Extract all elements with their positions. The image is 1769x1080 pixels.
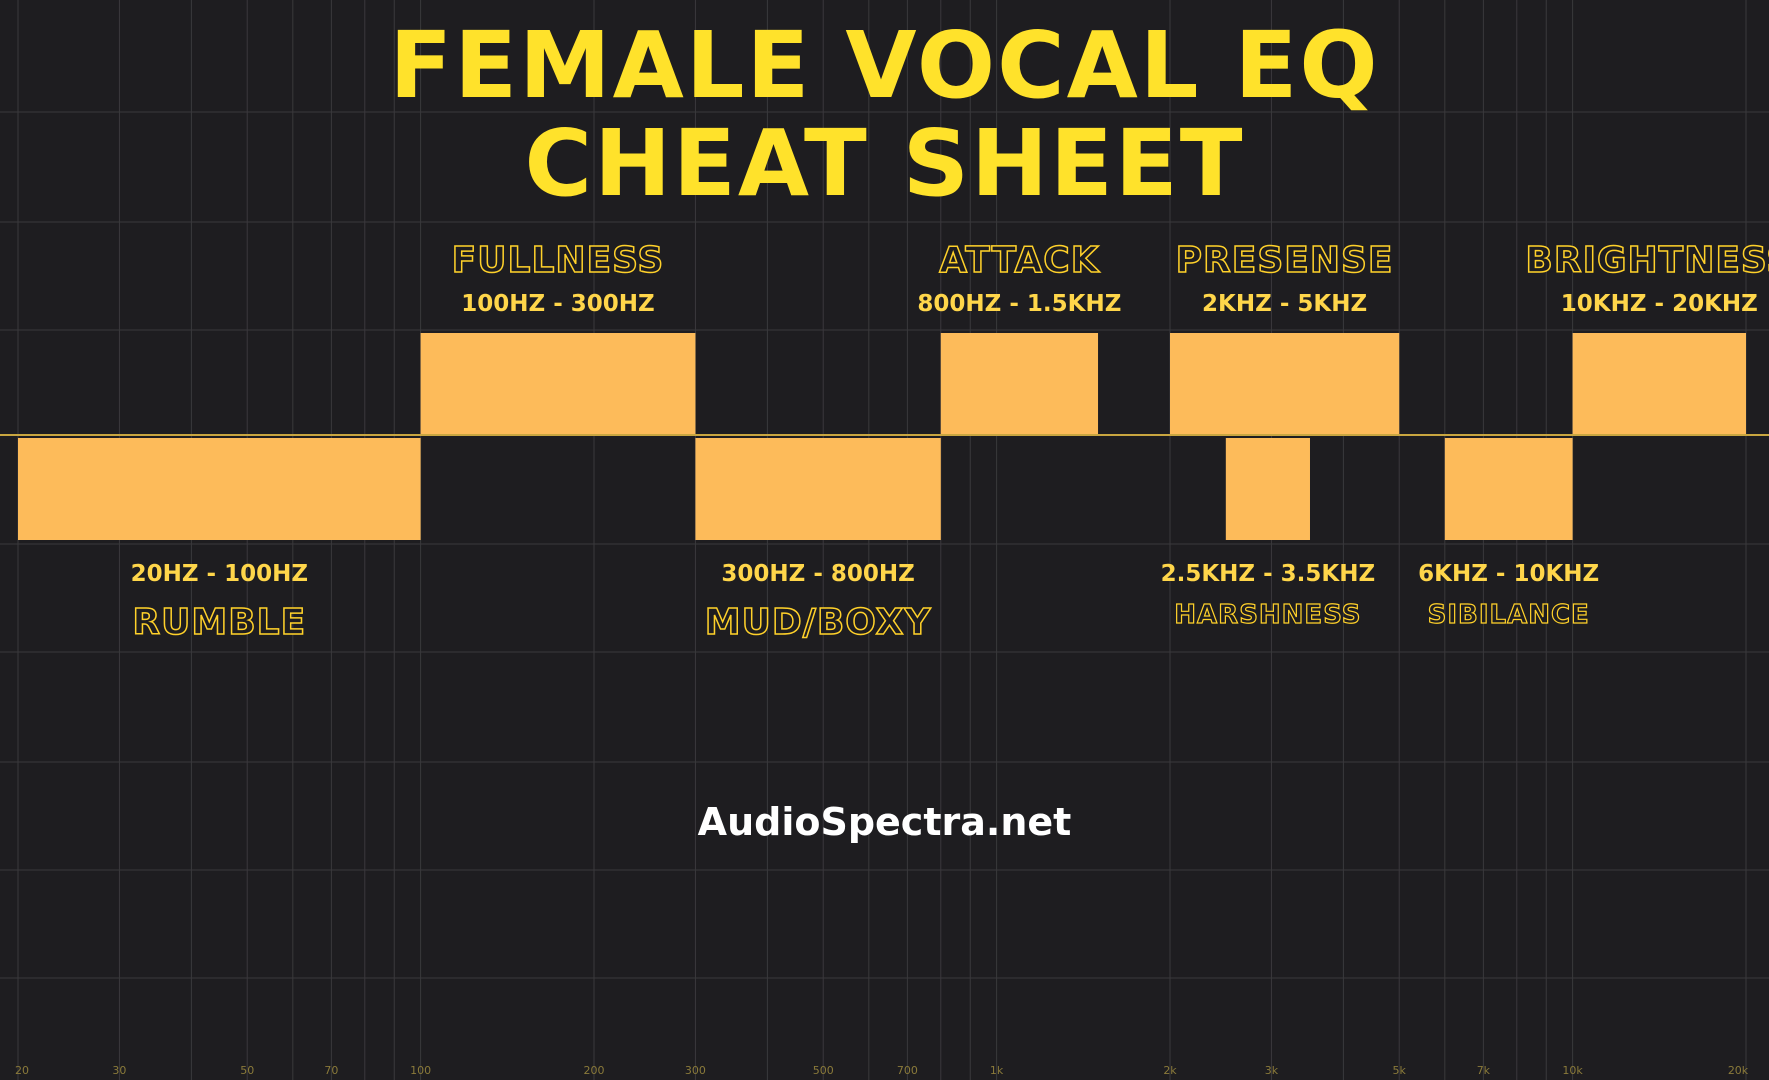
- x-tick-label-1: 30: [112, 1064, 127, 1077]
- eq-band-bar-4: [1170, 333, 1400, 435]
- x-tick-label-5: 200: [583, 1064, 605, 1077]
- band-range-3: 800HZ - 1.5KHZ: [917, 291, 1122, 317]
- title-line-2: CHEAT SHEET: [524, 110, 1245, 217]
- x-tick-label-14: 10k: [1562, 1064, 1583, 1077]
- eq-band-bar-2: [695, 438, 941, 540]
- website-label: AudioSpectra.net: [697, 800, 1072, 844]
- x-tick-label-0: 20: [15, 1064, 29, 1077]
- band-name-7: BRIGHTNESS: [1525, 239, 1769, 282]
- x-tick-label-13: 7k: [1476, 1064, 1491, 1077]
- eq-band-bar-1: [420, 333, 696, 435]
- eq-band-bar-6: [1444, 438, 1573, 540]
- eq-band-bar-0: [18, 438, 421, 540]
- x-tick-label-4: 100: [410, 1064, 432, 1077]
- x-tick-label-11: 3k: [1264, 1064, 1279, 1077]
- band-name-0: RUMBLE: [132, 601, 307, 644]
- band-name-2: MUD/BOXY: [704, 601, 932, 644]
- x-tick-label-8: 700: [896, 1064, 918, 1077]
- band-name-3: ATTACK: [938, 239, 1100, 282]
- band-range-1: 100HZ - 300HZ: [461, 291, 655, 317]
- x-tick-label-9: 1k: [989, 1064, 1004, 1077]
- x-tick-label-10: 2k: [1163, 1064, 1177, 1077]
- band-name-1: FULLNESS: [451, 239, 665, 282]
- x-tick-label-2: 50: [240, 1064, 255, 1077]
- band-name-5: HARSHNESS: [1174, 599, 1362, 630]
- title-line-1: FEMALE VOCAL EQ: [389, 12, 1380, 119]
- x-tick-label-3: 70: [324, 1064, 339, 1077]
- x-tick-label-15: 20k: [1727, 1064, 1749, 1077]
- band-name-6: SIBILANCE: [1427, 599, 1590, 630]
- band-name-4: PRESENSE: [1175, 239, 1394, 282]
- band-range-6: 6KHZ - 10KHZ: [1418, 561, 1600, 587]
- eq-band-bar-3: [940, 333, 1099, 435]
- band-range-5: 2.5KHZ - 3.5KHZ: [1160, 561, 1376, 587]
- eq-band-bar-5: [1225, 438, 1310, 540]
- band-range-0: 20HZ - 100HZ: [130, 561, 309, 587]
- x-tick-label-7: 500: [812, 1064, 834, 1077]
- x-tick-label-6: 300: [684, 1064, 706, 1077]
- band-range-2: 300HZ - 800HZ: [721, 561, 915, 587]
- x-tick-label-12: 5k: [1392, 1064, 1406, 1077]
- eq-band-bar-7: [1572, 333, 1746, 435]
- band-range-7: 10KHZ - 20KHZ: [1560, 291, 1758, 317]
- band-range-4: 2KHZ - 5KHZ: [1202, 291, 1368, 317]
